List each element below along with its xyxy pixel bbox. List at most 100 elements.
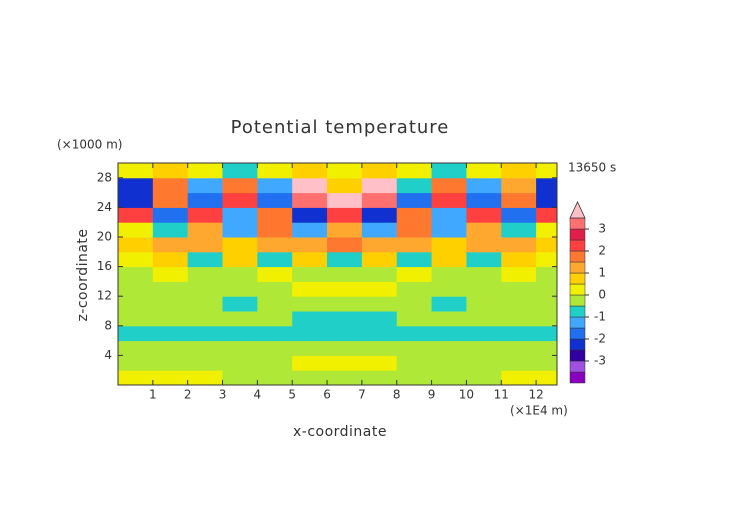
field-cell [152,237,189,253]
field-cell [327,325,363,342]
field-cell [257,281,293,297]
field-cell [466,281,502,297]
field-cell [361,266,398,282]
field-cell [222,207,258,223]
field-cell [257,222,293,238]
field-cell [431,281,467,297]
field-cell [187,177,224,194]
field-cell [396,251,433,268]
field-cell [187,296,224,312]
field-cell [257,266,293,282]
field-cell [292,251,328,268]
field-cell [292,355,328,371]
field-cell [257,237,293,253]
field-cell [536,177,557,194]
field-cell [152,355,189,371]
field-cell [187,163,224,179]
field-cell [501,370,537,385]
field-cell [431,355,467,371]
colorbar-band [569,338,586,351]
field-cell [501,296,537,312]
field-cell [431,340,467,356]
field-cell [257,251,293,268]
field-cell [431,163,467,179]
field-cell [118,251,154,268]
field-cell [501,355,537,371]
colorbar-band [569,261,586,274]
plot-frame [117,162,558,386]
field-cell [257,325,293,342]
field-cell [222,192,258,208]
y-tick-label: 24 [97,200,112,214]
field-cell [396,296,433,312]
field-cell [118,325,154,342]
field-cell [152,281,189,297]
field-cell [396,266,433,282]
y-tick-label: 8 [104,318,112,332]
x-tick-label: 1 [149,388,157,402]
field-cell [118,340,154,356]
field-cell [501,325,537,342]
field-cell [327,296,363,312]
field-cell [327,222,363,238]
colorbar-tick-label: -2 [594,332,606,346]
field-cell [187,340,224,356]
field-cell [327,266,363,282]
field-cell [257,340,293,356]
colorbar-tick-label: 3 [598,222,606,236]
field-cell [152,340,189,356]
x-unit: (×1E4 m) [510,404,568,418]
field-cell [292,340,328,356]
field-cell [257,370,293,385]
colorbar-band [569,360,586,373]
colorbar-band [569,250,586,263]
field-cell [292,237,328,253]
field-cell [327,281,363,297]
field-cell [361,237,398,253]
field-cell [501,266,537,282]
field-cell [292,222,328,238]
field-cell [152,222,189,238]
field-cell [466,296,502,312]
field-cell [257,163,293,179]
field-cell [222,340,258,356]
field-cell [361,281,398,297]
field-cell [187,325,224,342]
field-cell [536,266,557,282]
field-cell [292,192,328,208]
field-cell [187,207,224,223]
field-cell [187,192,224,208]
field-cell [361,222,398,238]
field-cell [431,311,467,327]
field-cell [152,251,189,268]
colorbar-tick-label: -3 [594,354,606,368]
colorbar-band [569,294,586,307]
field-cell [536,207,557,223]
field-cell [431,207,467,223]
field-cell [431,222,467,238]
field-cell [361,340,398,356]
field-cell [187,370,224,385]
field-cell [327,177,363,194]
field-cell [466,325,502,342]
field-cell [118,266,154,282]
field-cell [257,177,293,194]
colorbar-tick-label: 2 [598,244,606,258]
colorbar-band [569,327,586,340]
field-cell [292,311,328,327]
colorbar-tick-label: -1 [594,310,606,324]
field-cell [361,296,398,312]
field-cell [327,340,363,356]
field-cell [257,296,293,312]
field-cell [327,163,363,179]
field-cell [118,163,154,179]
field-cell [536,311,557,327]
field-cell [222,296,258,312]
field-cell [257,192,293,208]
field-cell [257,355,293,371]
field-cell [222,311,258,327]
field-cell [222,222,258,238]
field-cell [292,296,328,312]
x-tick-label: 5 [288,388,296,402]
